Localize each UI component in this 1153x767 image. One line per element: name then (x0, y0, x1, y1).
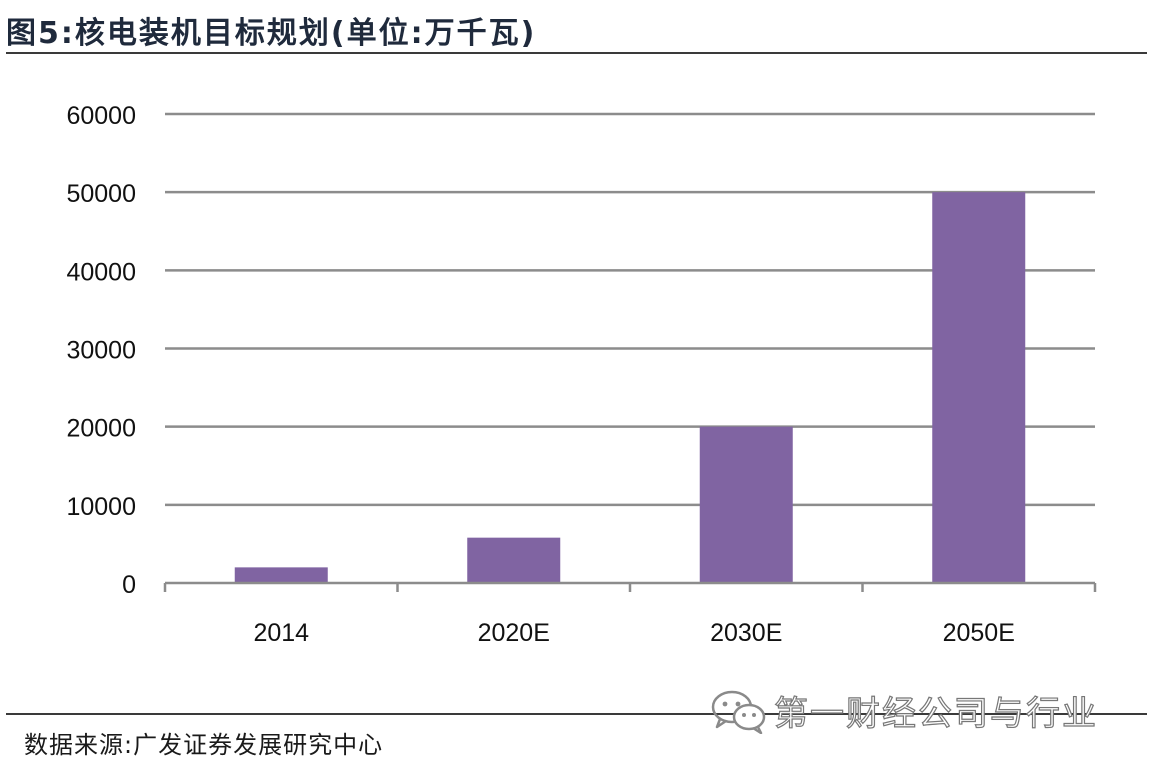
bar-2014 (234, 567, 328, 583)
y-tick-label: 10000 (66, 493, 136, 521)
x-tick-label: 2050E (943, 619, 1015, 647)
bar-2030e (699, 426, 793, 583)
bar-2050e (932, 192, 1026, 583)
x-tick-label: 2030E (710, 619, 782, 647)
y-tick-label: 60000 (66, 102, 136, 130)
y-tick-label: 0 (122, 571, 136, 599)
x-tick-label: 2014 (253, 619, 309, 647)
y-tick-label: 40000 (66, 258, 136, 286)
y-tick-label: 20000 (66, 415, 136, 443)
y-tick-label: 50000 (66, 180, 136, 208)
watermark: 第一财经公司与行业 (710, 686, 1098, 735)
figure-title: 图5:核电装机目标规划(单位:万千瓦) (6, 16, 537, 51)
bars (234, 192, 1026, 583)
footer-divider (6, 713, 1147, 715)
wechat-icon (711, 690, 766, 734)
y-tick-labels: 0 10000 20000 30000 40000 50000 60000 (66, 102, 136, 599)
x-tick-label: 2020E (478, 619, 550, 647)
y-tick-label: 30000 (66, 337, 136, 365)
title-divider (6, 52, 1147, 54)
source-note: 数据来源:广发证券发展研究中心 (24, 731, 384, 759)
bar-chart: 0 10000 20000 30000 40000 50000 60000 2014 2020… (66, 102, 1097, 647)
bar-2020e (467, 537, 561, 583)
x-tick-labels: 2014 2020E 2030E 2050E (253, 619, 1014, 647)
x-axis (163, 581, 1097, 592)
watermark-text: 第一财经公司与行业 (773, 693, 1098, 734)
